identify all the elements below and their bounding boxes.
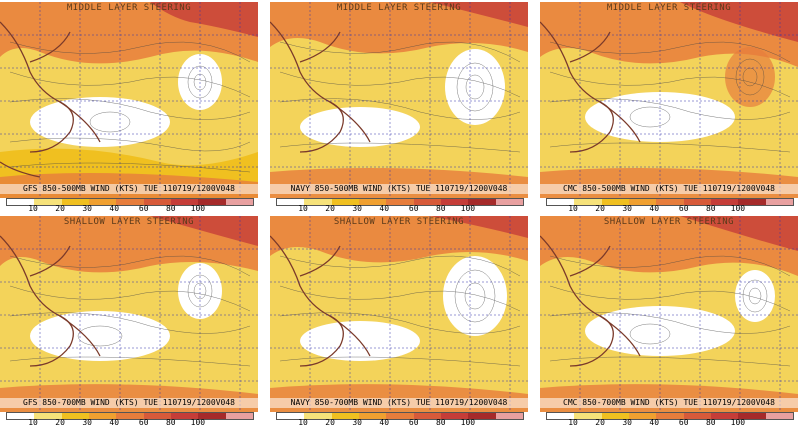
- tick-label: 100: [460, 204, 476, 213]
- panel-footer: CMC 850-700MB WIND (KTS) TUE 110719/1200…: [540, 398, 798, 408]
- tick-label: 60: [678, 204, 689, 213]
- panel-footer: CMC 850-500MB WIND (KTS) TUE 110719/1200…: [540, 184, 798, 194]
- tick-label: 10: [28, 204, 38, 213]
- tick-label: 80: [435, 418, 446, 427]
- tick-label: 20: [595, 204, 605, 213]
- panel-title: SHALLOW LAYER STEERING: [63, 217, 195, 227]
- map-panel-gfs-middle: MIDDLE LAYER STEERING GFS 850-500MB WIND…: [0, 2, 258, 214]
- panel-footer: GFS 850-500MB WIND (KTS) TUE 110719/1200…: [0, 184, 258, 194]
- map-graphic: [0, 216, 258, 412]
- tick-label: 60: [408, 204, 419, 213]
- tick-label: 30: [622, 418, 632, 427]
- tick-label: 80: [165, 204, 176, 213]
- map-graphic: [270, 216, 528, 412]
- tick-label: 80: [705, 204, 716, 213]
- tick-label: 40: [109, 418, 120, 427]
- tick-label: 10: [568, 204, 578, 213]
- tick-label: 100: [730, 418, 746, 427]
- map-graphic: [0, 2, 258, 198]
- tick-label: 20: [55, 204, 65, 213]
- colorbar: [546, 412, 794, 420]
- panel-title: MIDDLE LAYER STEERING: [606, 3, 732, 13]
- colorbar-ticks: 10 20 30 40 60 80 100: [6, 418, 252, 428]
- tick-label: 20: [325, 204, 335, 213]
- tick-label: 80: [705, 418, 716, 427]
- tick-label: 20: [55, 418, 65, 427]
- colorbar: [276, 198, 524, 206]
- tick-label: 30: [82, 418, 92, 427]
- tick-label: 80: [435, 204, 446, 213]
- tick-label: 30: [352, 204, 362, 213]
- tick-label: 40: [649, 204, 660, 213]
- tick-label: 60: [138, 418, 149, 427]
- panel-footer: GFS 850-700MB WIND (KTS) TUE 110719/1200…: [0, 398, 258, 408]
- panel-title: SHALLOW LAYER STEERING: [603, 217, 735, 227]
- panel-footer: NAVY 850-700MB WIND (KTS) TUE 110719/120…: [270, 398, 528, 408]
- panel-title: SHALLOW LAYER STEERING: [333, 217, 465, 227]
- tick-label: 10: [298, 204, 308, 213]
- tick-label: 40: [379, 418, 390, 427]
- colorbar-ticks: 10 20 30 40 60 80 100: [276, 204, 522, 214]
- panel-footer: NAVY 850-500MB WIND (KTS) TUE 110719/120…: [270, 184, 528, 194]
- tick-label: 40: [379, 204, 390, 213]
- tick-label: 10: [28, 418, 38, 427]
- tick-label: 100: [460, 418, 476, 427]
- map-panel-navy-shallow: SHALLOW LAYER STEERING NAVY 850-700MB WI…: [270, 216, 528, 428]
- tick-label: 60: [408, 418, 419, 427]
- tick-label: 30: [622, 204, 632, 213]
- tick-label: 100: [190, 204, 206, 213]
- colorbar-ticks: 10 20 30 40 60 80 100: [546, 204, 792, 214]
- tick-label: 100: [190, 418, 206, 427]
- colorbar: [276, 412, 524, 420]
- colorbar: [6, 412, 254, 420]
- tick-label: 30: [82, 204, 92, 213]
- tick-label: 20: [325, 418, 335, 427]
- tick-label: 10: [568, 418, 578, 427]
- tick-label: 60: [138, 204, 149, 213]
- tick-label: 100: [730, 204, 746, 213]
- tick-label: 10: [298, 418, 308, 427]
- tick-label: 60: [678, 418, 689, 427]
- tick-label: 40: [649, 418, 660, 427]
- colorbar-ticks: 10 20 30 40 60 80 100: [276, 418, 522, 428]
- colorbar: [546, 198, 794, 206]
- colorbar-ticks: 10 20 30 40 60 80 100: [546, 418, 792, 428]
- map-panel-navy-middle: MIDDLE LAYER STEERING NAVY 850-500MB WIN…: [270, 2, 528, 214]
- map-graphic: [270, 2, 528, 198]
- colorbar-ticks: 10 20 30 40 60 80 100: [6, 204, 252, 214]
- map-panel-cmc-shallow: SHALLOW LAYER STEERING CMC 850-700MB WIN…: [540, 216, 798, 428]
- tick-label: 40: [109, 204, 120, 213]
- tick-label: 80: [165, 418, 176, 427]
- panel-title: MIDDLE LAYER STEERING: [66, 3, 192, 13]
- panel-title: MIDDLE LAYER STEERING: [336, 3, 462, 13]
- map-panel-gfs-shallow: SHALLOW LAYER STEERING GFS 850-700MB WIN…: [0, 216, 258, 428]
- tick-label: 20: [595, 418, 605, 427]
- map-graphic: [540, 216, 798, 412]
- colorbar: [6, 198, 254, 206]
- map-panel-cmc-middle: MIDDLE LAYER STEERING CMC 850-500MB WIND…: [540, 2, 798, 214]
- tick-label: 30: [352, 418, 362, 427]
- map-graphic: [540, 2, 798, 198]
